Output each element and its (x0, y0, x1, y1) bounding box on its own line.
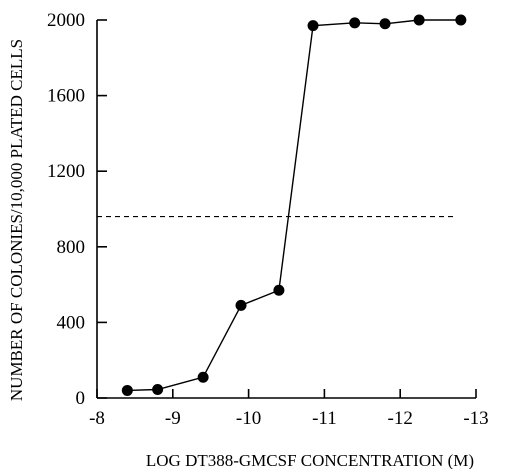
y-tick-label: 400 (57, 312, 86, 333)
x-tick-label: -9 (165, 408, 181, 429)
x-axis-label: LOG DT388-GMCSF CONCENTRATION (M) (146, 451, 474, 469)
y-axis-label: NUMBER OF COLONIES/10,000 PLATED CELLS (7, 39, 26, 401)
data-point (235, 299, 247, 311)
y-tick-label: 2000 (47, 10, 85, 31)
data-point (455, 14, 467, 26)
x-tick-label: -10 (236, 408, 261, 429)
y-tick-label: 1600 (47, 86, 85, 107)
data-point (121, 384, 133, 396)
data-point (379, 18, 391, 30)
x-tick-label: -11 (312, 408, 337, 429)
x-tick-label: -13 (463, 408, 488, 429)
y-tick-label: 0 (76, 388, 86, 409)
axes (96, 19, 477, 399)
data-point (273, 284, 285, 296)
series-line (127, 19, 461, 392)
data-point (349, 17, 361, 29)
tick-labels: 0 400 800 1200 1600 2000 -8 -9 -10 -11 -12 -13 (47, 10, 489, 429)
series-group (121, 14, 467, 396)
x-tick-label: -8 (89, 408, 105, 429)
data-point (197, 371, 209, 383)
data-point (152, 383, 164, 395)
y-tick-label: 1200 (47, 161, 85, 182)
y-tick-label: 800 (57, 237, 86, 258)
data-point (307, 20, 319, 32)
data-point (413, 14, 425, 26)
x-tick-label: -12 (388, 408, 413, 429)
